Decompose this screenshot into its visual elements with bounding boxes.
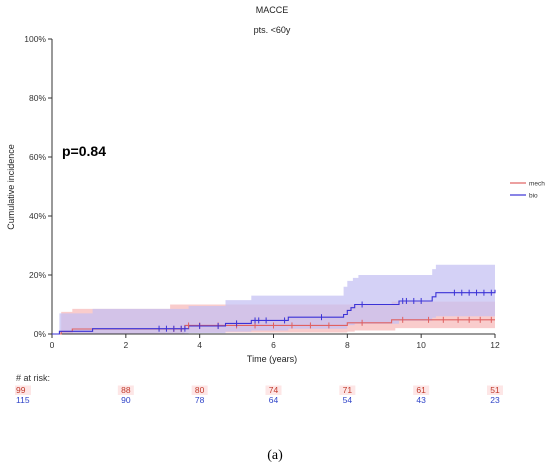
y-tick-label: 60% <box>29 152 46 162</box>
risk-cell-bg <box>265 385 282 395</box>
x-tick-label: 2 <box>123 340 128 350</box>
risk-value-bio: 54 <box>343 395 353 405</box>
chart-title: MACCE <box>256 5 289 15</box>
cumulative-incidence-chart: MACCE pts. <60y Cumulative incidence Tim… <box>6 5 545 405</box>
x-tick-label: 0 <box>50 340 55 350</box>
risk-value-mech: 51 <box>490 385 500 395</box>
risk-value-bio: 90 <box>121 395 131 405</box>
risk-value-bio: 115 <box>16 395 30 405</box>
p-value-annotation: p=0.84 <box>62 143 106 159</box>
risk-value-mech: 61 <box>416 385 426 395</box>
ci-band-bio <box>52 264 495 334</box>
axes: 0% 20% 40% 60% 80% 100% 0 2 4 6 8 10 12 <box>24 34 500 350</box>
censor-marks <box>158 289 492 332</box>
x-tick-label: 10 <box>416 340 426 350</box>
risk-value-mech: 99 <box>16 385 26 395</box>
risk-table-title: # at risk: <box>16 373 50 383</box>
risk-value-bio: 43 <box>416 395 426 405</box>
x-tick-label: 6 <box>271 340 276 350</box>
risk-cell-bg <box>191 385 208 395</box>
chart-subtitle: pts. <60y <box>254 25 291 35</box>
y-tick-label: 100% <box>24 34 46 44</box>
risk-table: 99 88 80 74 71 61 51 115 90 78 64 54 43 23 <box>15 385 503 405</box>
risk-value-mech: 80 <box>195 385 205 395</box>
x-tick-label: 8 <box>345 340 350 350</box>
y-tick-label: 40% <box>29 211 46 221</box>
y-tick-label: 80% <box>29 93 46 103</box>
risk-value-mech: 74 <box>269 385 279 395</box>
x-tick-label: 4 <box>197 340 202 350</box>
risk-value-mech: 71 <box>343 385 353 395</box>
risk-value-bio: 64 <box>269 395 279 405</box>
risk-cell-bg <box>339 385 356 395</box>
legend-label-mech: mech <box>529 181 545 188</box>
risk-value-bio: 78 <box>195 395 205 405</box>
x-tick-label: 12 <box>490 340 500 350</box>
risk-cell-bg <box>487 385 503 395</box>
confidence-bands <box>52 264 495 334</box>
risk-value-bio: 23 <box>490 395 500 405</box>
legend: mech bio <box>510 181 545 200</box>
legend-label-bio: bio <box>529 193 538 200</box>
y-tick-label: 0% <box>34 329 47 339</box>
risk-cell-bg <box>15 385 31 395</box>
risk-cell-bg <box>117 385 134 395</box>
risk-value-mech: 88 <box>121 385 131 395</box>
risk-cell-bg <box>413 385 430 395</box>
curve-bio <box>52 289 496 335</box>
y-axis-label: Cumulative incidence <box>6 144 16 230</box>
x-axis-label: Time (years) <box>247 354 297 364</box>
y-tick-label: 20% <box>29 270 46 280</box>
figure-caption: (a) <box>267 448 283 463</box>
